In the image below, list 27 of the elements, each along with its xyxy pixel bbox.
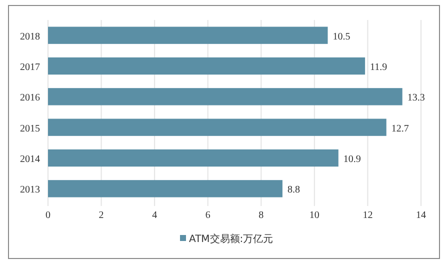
bar bbox=[48, 26, 328, 44]
x-tick-label: 8 bbox=[258, 210, 264, 221]
bar bbox=[48, 57, 366, 75]
x-tick-label: 12 bbox=[362, 210, 373, 221]
x-tick-label: 10 bbox=[309, 210, 320, 221]
x-tick-label: 4 bbox=[152, 210, 158, 221]
data-label: 13.3 bbox=[407, 92, 425, 104]
x-tick-label: 14 bbox=[416, 210, 426, 221]
y-tick-label: 2016 bbox=[20, 92, 40, 104]
bar bbox=[48, 149, 338, 167]
data-label: 11.9 bbox=[370, 62, 388, 73]
y-tick-label: 2014 bbox=[20, 154, 40, 165]
data-label: 10.9 bbox=[343, 154, 361, 165]
y-tick-label: 2018 bbox=[20, 31, 40, 42]
y-tick-label: 2013 bbox=[20, 184, 40, 196]
legend-label: ATM交易额:万亿元 bbox=[189, 233, 274, 245]
y-tick-label: 2015 bbox=[20, 123, 40, 134]
data-label: 12.7 bbox=[391, 123, 409, 134]
bar bbox=[48, 118, 386, 136]
bar bbox=[48, 180, 282, 198]
data-label: 10.5 bbox=[332, 31, 350, 42]
x-tick-label: 2 bbox=[98, 210, 104, 221]
bar bbox=[48, 88, 402, 106]
y-tick-label: 2017 bbox=[20, 62, 40, 73]
x-tick-label: 6 bbox=[205, 210, 210, 221]
x-tick-label: 0 bbox=[46, 210, 50, 221]
data-label: 8.8 bbox=[287, 184, 300, 196]
